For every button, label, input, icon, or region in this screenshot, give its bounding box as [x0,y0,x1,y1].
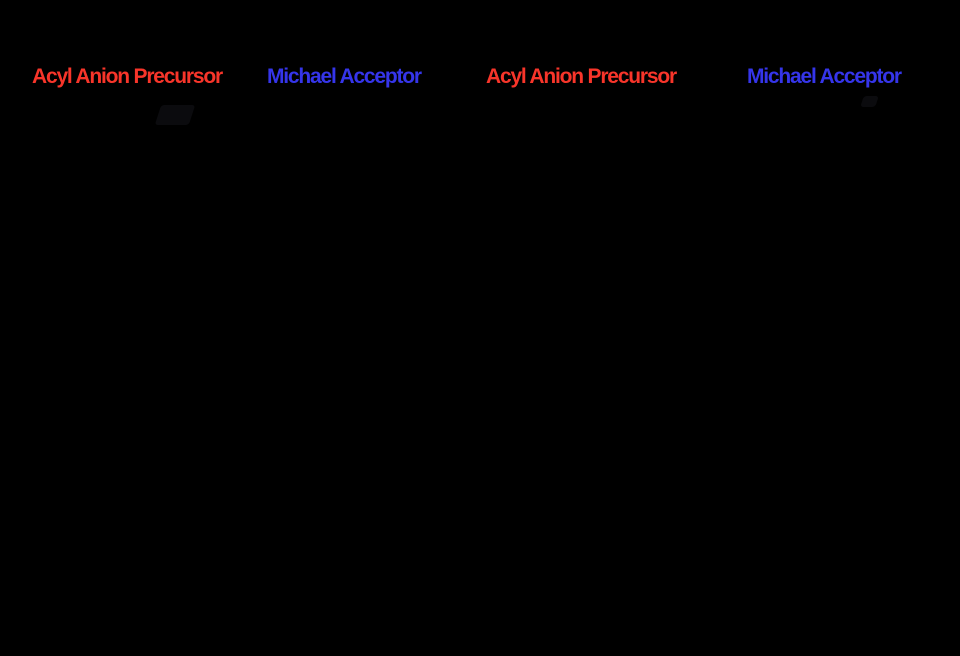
label-acyl-anion-precursor-right: Acyl Anion Precursor [486,65,677,88]
label-michael-acceptor-right: Michael Acceptor [747,65,902,88]
label-michael-acceptor-left: Michael Acceptor [267,65,422,88]
faint-structure-artifact-left [154,105,196,125]
faint-structure-artifact-right [860,96,879,107]
label-acyl-anion-precursor-left: Acyl Anion Precursor [32,65,223,88]
